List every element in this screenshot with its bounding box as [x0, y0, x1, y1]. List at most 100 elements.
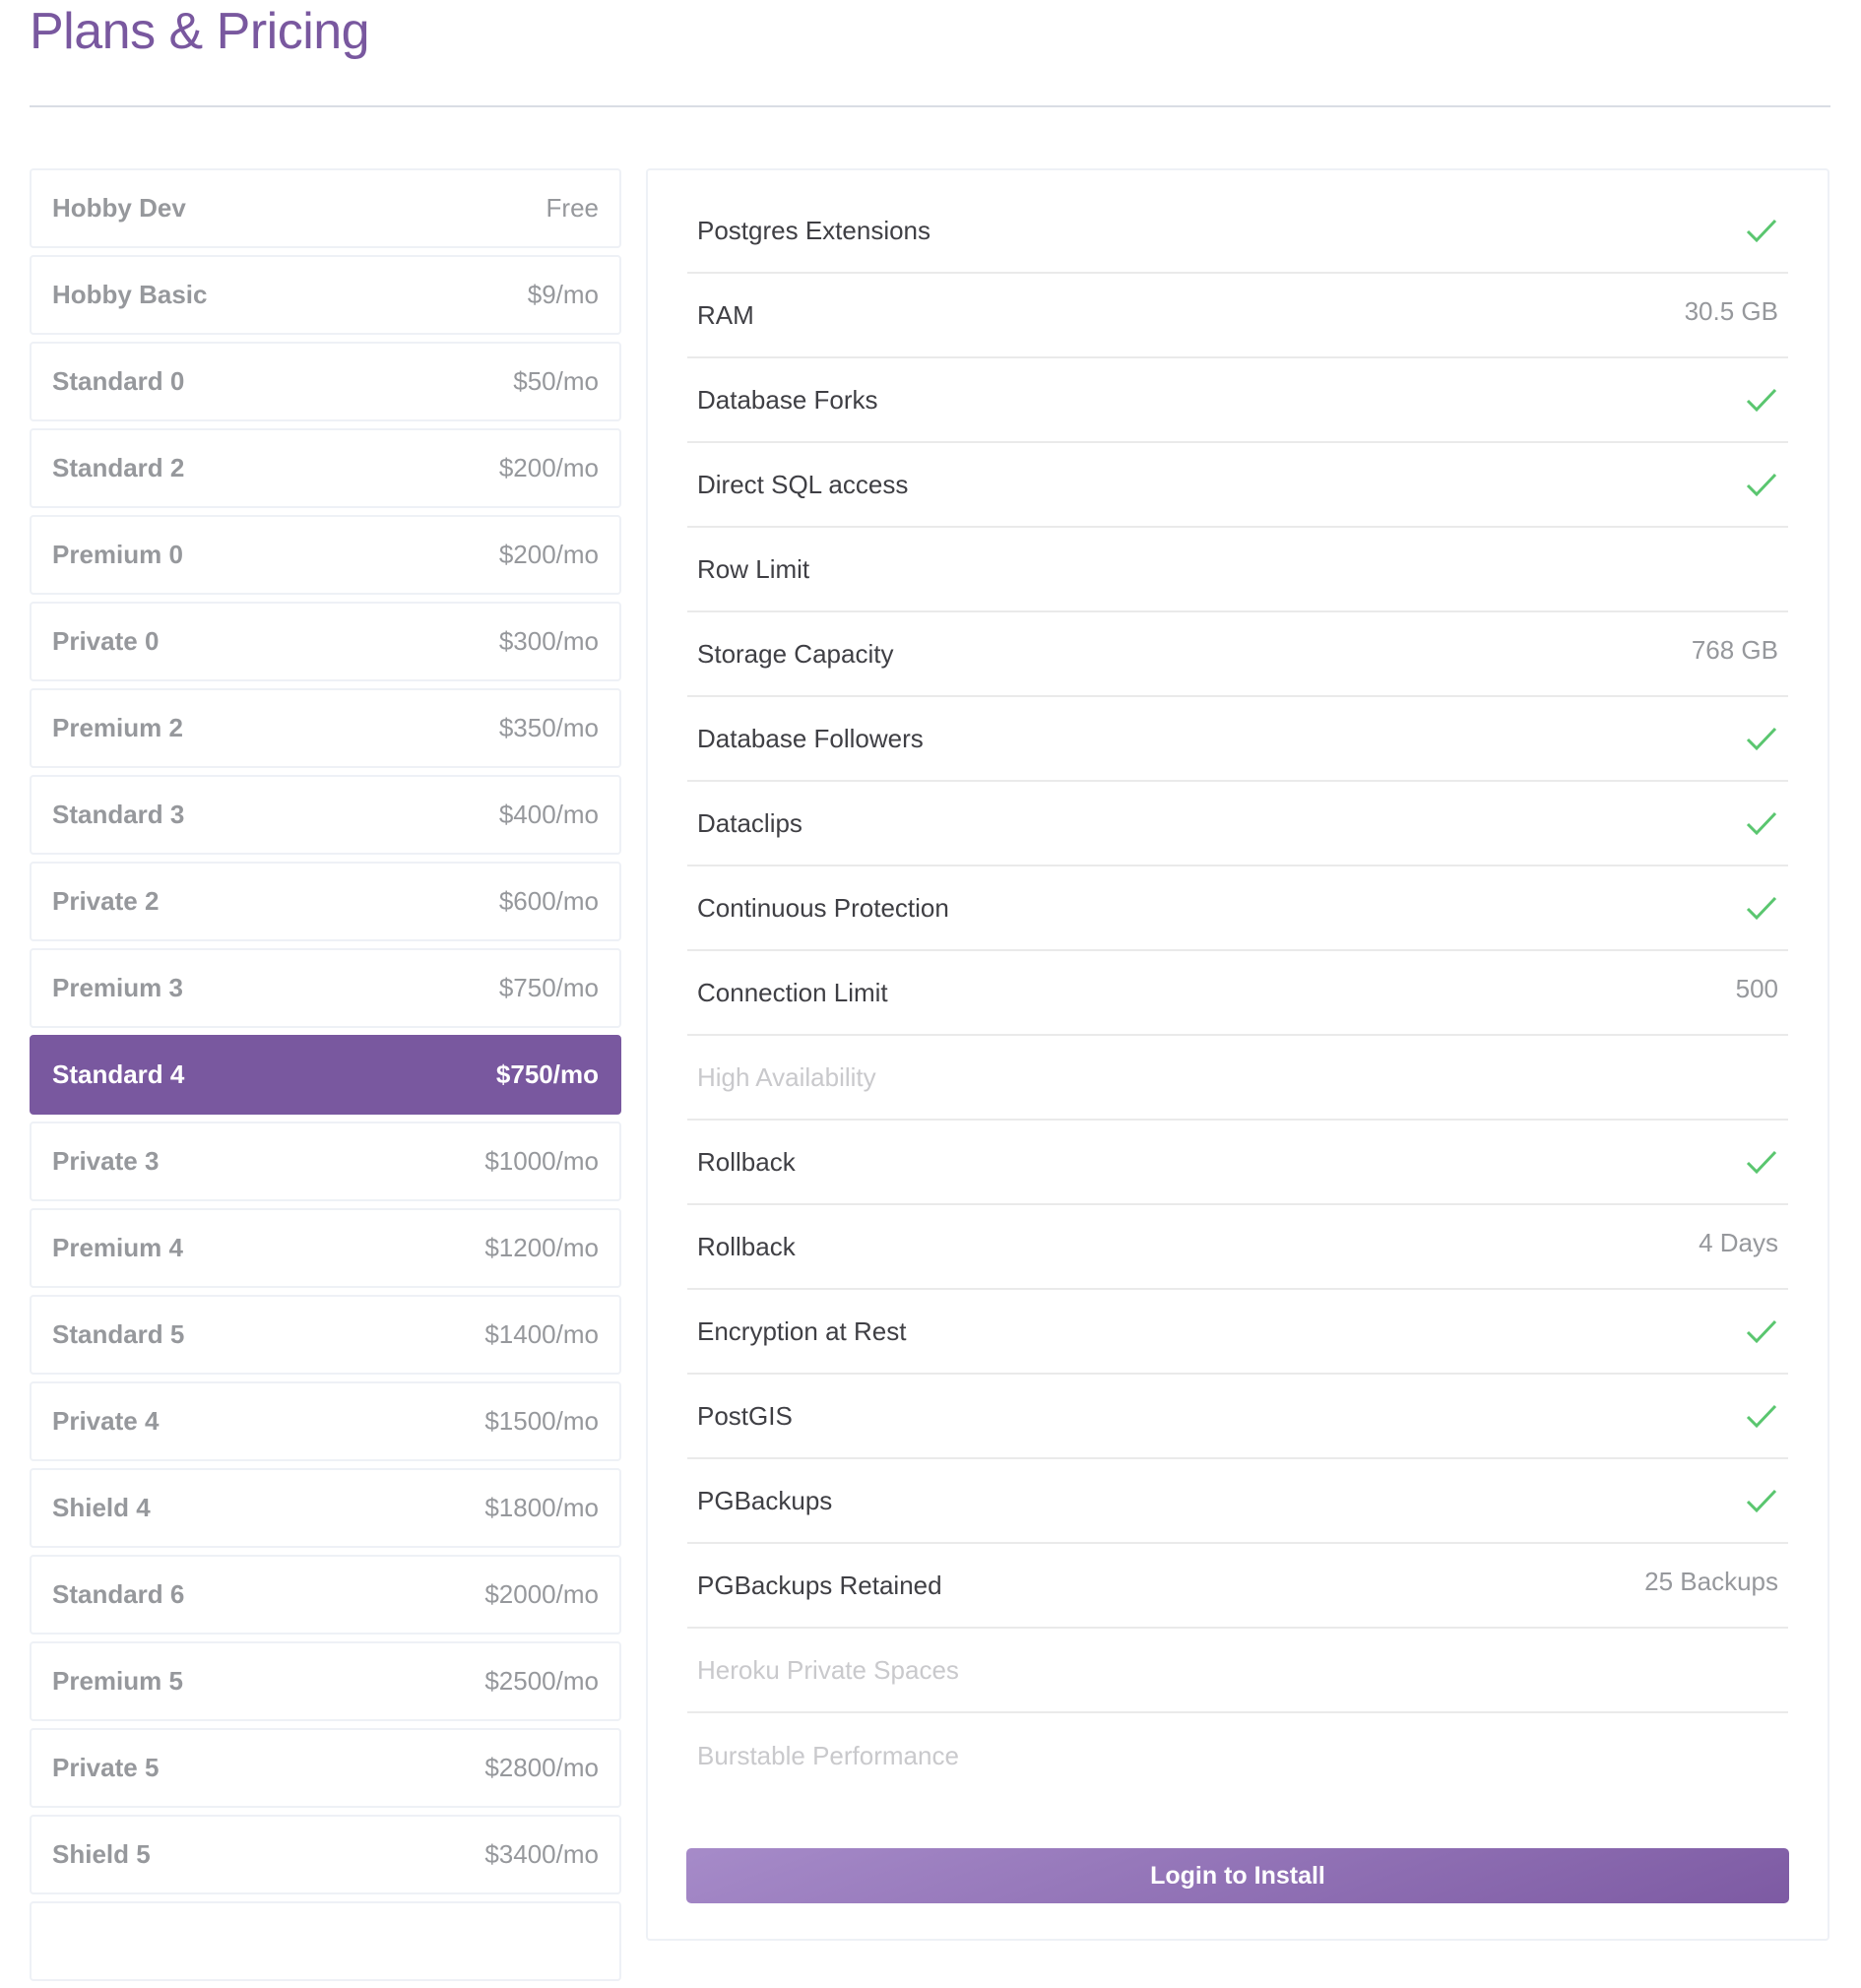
plan-name: Hobby Basic: [52, 280, 208, 309]
plan-price: $400/mo: [498, 800, 599, 829]
plan-item[interactable]: Shield 4 $1800/mo: [30, 1468, 621, 1548]
feature-label: Burstable Performance: [697, 1740, 959, 1770]
feature-label: Storage Capacity: [697, 638, 894, 669]
plan-name: Standard 5: [52, 1319, 185, 1349]
plan-item[interactable]: Hobby Basic $9/mo: [30, 255, 621, 335]
plan-price: $2000/mo: [484, 1579, 599, 1609]
plan-list: Hobby Dev Free Hobby Basic $9/mo Standard 0 $…: [30, 168, 621, 1988]
plan-name: Premium 2: [52, 713, 183, 742]
plan-item[interactable]: Hobby Dev Free: [30, 168, 621, 248]
feature-row: RAM 30.5 GB: [687, 274, 1788, 358]
plan-item[interactable]: Private 4 $1500/mo: [30, 1381, 621, 1461]
plan-price: $200/mo: [498, 453, 599, 482]
plan-price: Free: [545, 193, 599, 223]
check-icon: [1746, 896, 1777, 921]
check-icon: [1746, 219, 1777, 243]
feature-value: 30.5 GB: [1684, 295, 1778, 326]
feature-label: Continuous Protection: [697, 892, 949, 923]
feature-value: 500: [1735, 973, 1778, 1003]
check-icon: [1746, 727, 1777, 751]
feature-row: Connection Limit 500: [687, 951, 1788, 1036]
plan-item[interactable]: Premium 4 $1200/mo: [30, 1208, 621, 1288]
feature-label: PostGIS: [697, 1400, 793, 1431]
feature-label: PGBackups: [697, 1485, 833, 1515]
plan-item[interactable]: Premium 2 $350/mo: [30, 688, 621, 768]
feature-row: Postgres Extensions: [687, 189, 1788, 274]
plan-item[interactable]: Premium 0 $200/mo: [30, 515, 621, 595]
check-icon: [1746, 388, 1777, 413]
plan-name: Standard 6: [52, 1579, 185, 1609]
plan-price: $300/mo: [498, 626, 599, 656]
check-icon: [1746, 473, 1777, 497]
plan-name: Shield 5: [52, 1839, 151, 1869]
page-title: Plans & Pricing: [30, 3, 370, 60]
feature-row: High Availability: [687, 1036, 1788, 1121]
plan-item[interactable]: Standard 3 $400/mo: [30, 775, 621, 855]
plan-item[interactable]: Premium 5 $2500/mo: [30, 1641, 621, 1721]
feature-row: Burstable Performance: [687, 1713, 1788, 1798]
plan-price: $50/mo: [513, 366, 599, 396]
plan-name: Private 5: [52, 1753, 160, 1782]
feature-value: 25 Backups: [1644, 1566, 1778, 1596]
feature-row: Database Forks: [687, 358, 1788, 443]
plan-price: $1000/mo: [484, 1146, 599, 1176]
feature-row: Rollback: [687, 1121, 1788, 1205]
feature-value: 4 Days: [1699, 1227, 1778, 1257]
feature-label: Direct SQL access: [697, 469, 909, 499]
feature-label: RAM: [697, 299, 754, 330]
plan-price: $200/mo: [498, 540, 599, 569]
plan-item[interactable]: Standard 2 $200/mo: [30, 428, 621, 508]
check-icon: [1746, 1404, 1777, 1429]
feature-label: Postgres Extensions: [697, 215, 931, 245]
plan-name: Standard 4: [52, 1059, 185, 1089]
feature-row: Direct SQL access: [687, 443, 1788, 528]
feature-label: Rollback: [697, 1231, 796, 1261]
feature-label: Database Followers: [697, 723, 924, 753]
feature-list: Postgres Extensions RAM 30.5 GB Database Fo…: [687, 189, 1788, 1798]
feature-label: High Availability: [697, 1061, 876, 1092]
feature-row: PGBackups: [687, 1459, 1788, 1544]
plan-name: Private 4: [52, 1406, 160, 1436]
plan-price: $1200/mo: [484, 1233, 599, 1262]
plan-item[interactable]: Standard 5 $1400/mo: [30, 1295, 621, 1375]
plan-name: Private 0: [52, 626, 160, 656]
feature-label: Encryption at Rest: [697, 1315, 907, 1346]
feature-row: Row Limit: [687, 528, 1788, 612]
login-to-install-button[interactable]: Login to Install: [686, 1848, 1789, 1903]
feature-label: PGBackups Retained: [697, 1570, 942, 1600]
plan-price: $9/mo: [527, 280, 599, 309]
feature-row: Encryption at Rest: [687, 1290, 1788, 1375]
plan-name: Premium 5: [52, 1666, 183, 1696]
feature-row: Database Followers: [687, 697, 1788, 782]
feature-row: Continuous Protection: [687, 866, 1788, 951]
plan-item[interactable]: Private 2 $600/mo: [30, 862, 621, 941]
plan-name: Premium 4: [52, 1233, 183, 1262]
feature-row: Storage Capacity 768 GB: [687, 612, 1788, 697]
plan-item[interactable]: Private 5 $2800/mo: [30, 1728, 621, 1808]
plan-features-panel: Postgres Extensions RAM 30.5 GB Database Fo…: [646, 168, 1829, 1941]
plan-item[interactable]: Standard 0 $50/mo: [30, 342, 621, 421]
plan-item[interactable]: Standard 4 $750/mo: [30, 1035, 621, 1115]
feature-row: Heroku Private Spaces: [687, 1629, 1788, 1713]
plan-name: Private 2: [52, 886, 160, 916]
plan-item[interactable]: Private 3 $1000/mo: [30, 1122, 621, 1201]
feature-value: 768 GB: [1691, 634, 1778, 665]
feature-row: PGBackups Retained 25 Backups: [687, 1544, 1788, 1629]
plan-price: $600/mo: [498, 886, 599, 916]
plan-price: $1500/mo: [484, 1406, 599, 1436]
plan-price: $3400/mo: [484, 1839, 599, 1869]
plan-item[interactable]: Private 0 $300/mo: [30, 602, 621, 681]
plan-name: Shield 4: [52, 1493, 151, 1522]
divider: [30, 105, 1830, 107]
plan-name: Standard 3: [52, 800, 185, 829]
plan-item[interactable]: Shield 5 $3400/mo: [30, 1815, 621, 1894]
plan-name: Hobby Dev: [52, 193, 186, 223]
plan-item[interactable]: Premium 3 $750/mo: [30, 948, 621, 1028]
plan-name: Premium 3: [52, 973, 183, 1002]
feature-label: Dataclips: [697, 807, 802, 838]
plan-price: $750/mo: [495, 1059, 599, 1089]
feature-label: Row Limit: [697, 553, 810, 584]
plan-name: Private 3: [52, 1146, 160, 1176]
plan-item[interactable]: Standard 6 $2000/mo: [30, 1555, 621, 1635]
plan-item[interactable]: [30, 1901, 621, 1981]
